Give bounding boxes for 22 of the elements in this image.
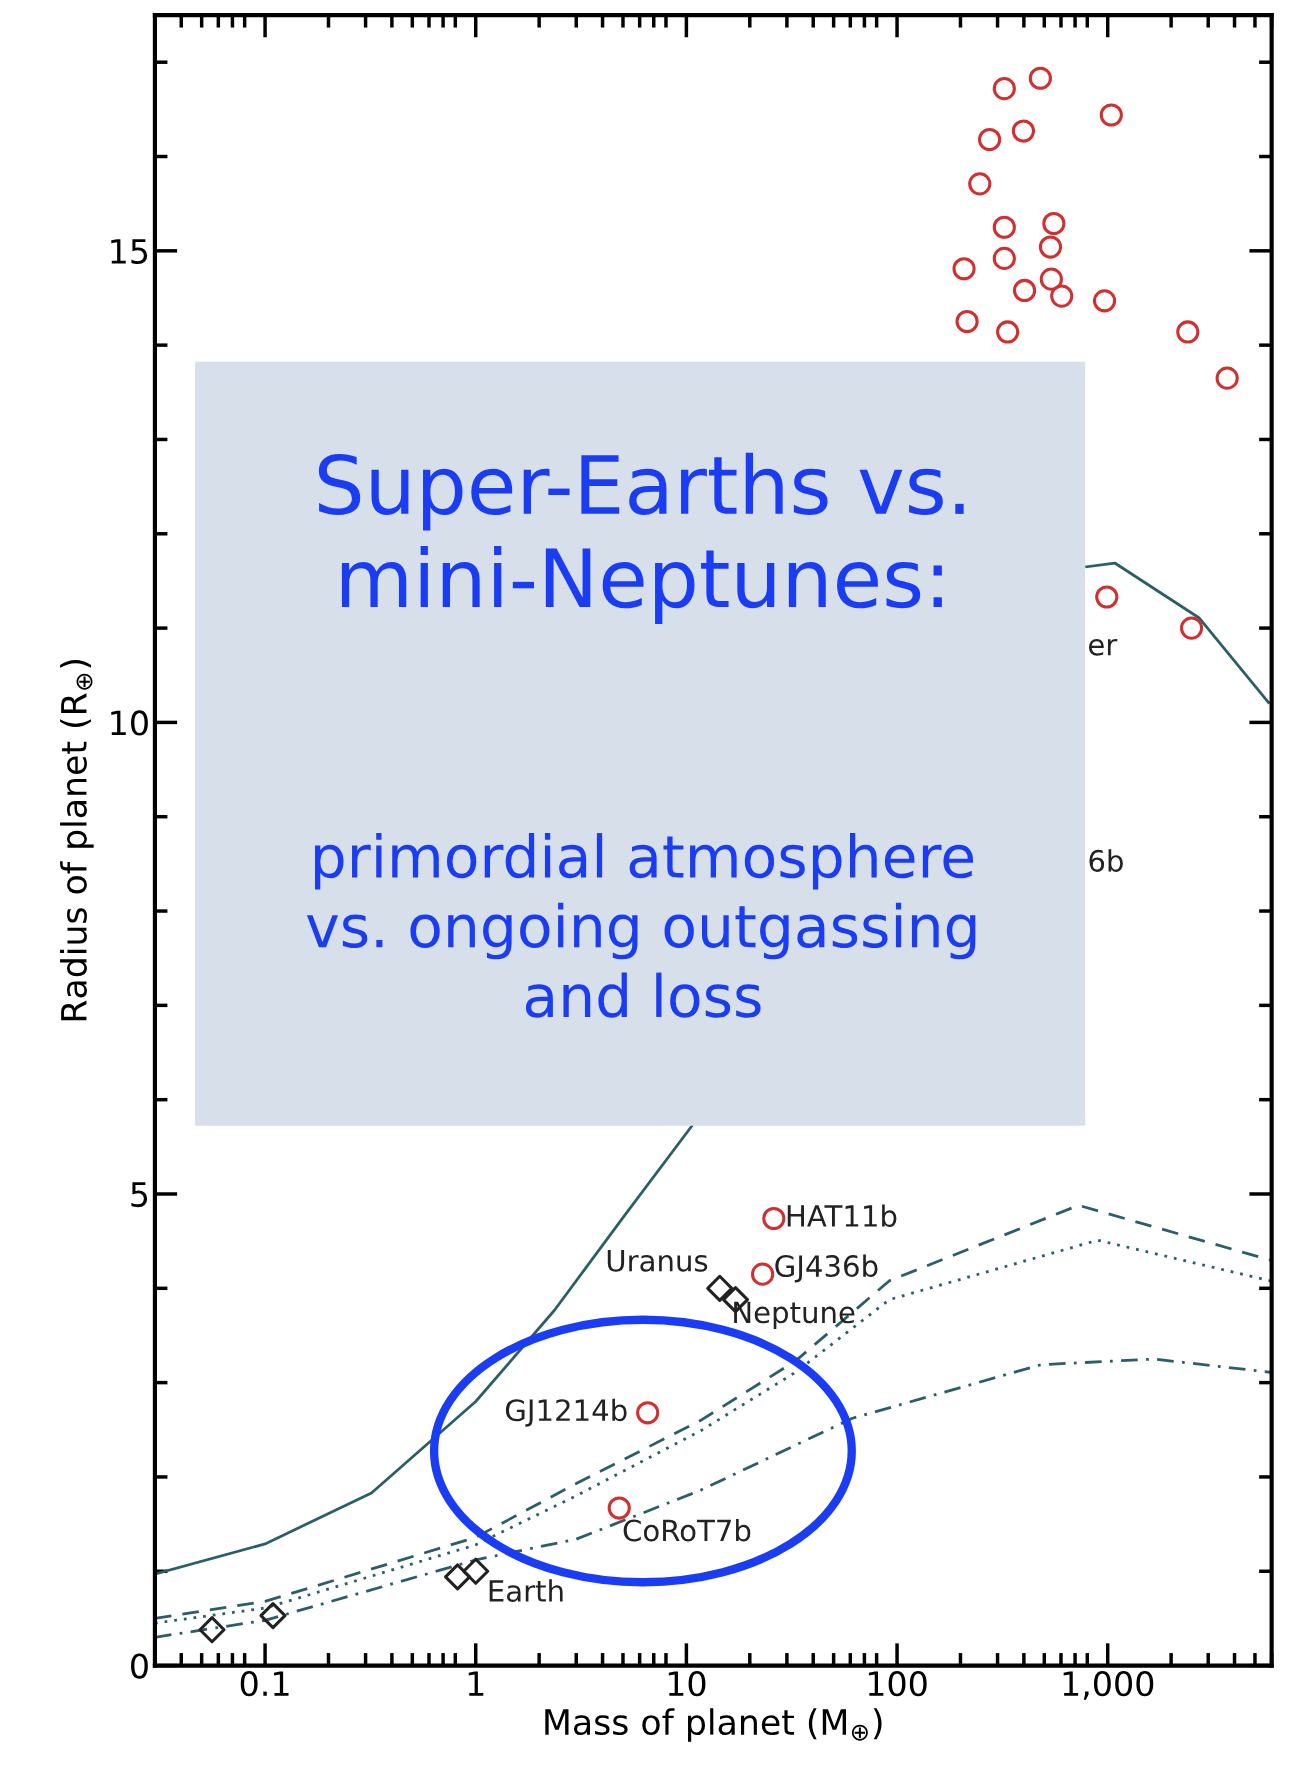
x-tick-label: 0.1 — [240, 1671, 289, 1697]
x-axis-title: Mass of planet (M$_{⊕}$) — [545, 1708, 882, 1742]
series-label: Neptune — [734, 1301, 855, 1330]
y-axis-title: Radius of planet (R$_{⊕}$) — [60, 660, 94, 1021]
series-label: Uranus — [607, 1250, 708, 1272]
annotation: Super-Earths vs. mini-Neptunes: — [318, 452, 964, 624]
series-label: GJ436b — [775, 1254, 878, 1283]
y-tick-label: 15 — [111, 239, 148, 264]
series-label: HAT11b — [787, 1204, 897, 1227]
x-tick-label: 1 — [468, 1671, 484, 1696]
x-tick-label: 100 — [868, 1671, 927, 1697]
y-tick-label: 0 — [131, 1653, 148, 1679]
annotation: 6b — [1089, 849, 1123, 872]
x-tick-label: 10 — [668, 1671, 706, 1697]
series-label: Earth — [489, 1579, 563, 1602]
series-label: GJ1214b — [505, 1398, 627, 1427]
series-label: CoRoT7b — [623, 1518, 751, 1542]
annotation: er — [1088, 638, 1118, 656]
x-tick-label: 1,000 — [1063, 1671, 1154, 1700]
y-tick-label: 5 — [131, 1182, 148, 1208]
y-tick-label: 10 — [111, 710, 148, 736]
annotation: primordial atmosphere vs. ongoing outgassing and loss — [306, 833, 976, 1018]
